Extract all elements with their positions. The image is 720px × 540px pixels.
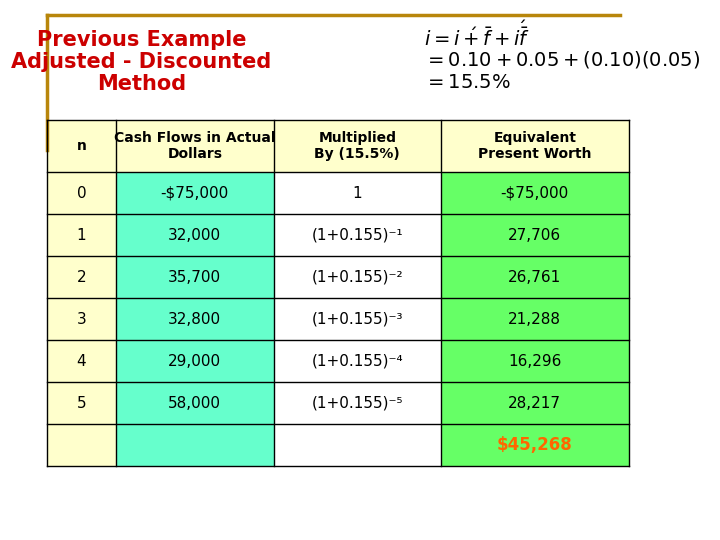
FancyBboxPatch shape: [441, 298, 629, 340]
FancyBboxPatch shape: [441, 120, 629, 172]
Text: 4: 4: [77, 354, 86, 368]
FancyBboxPatch shape: [274, 214, 441, 256]
Text: 21,288: 21,288: [508, 312, 562, 327]
FancyBboxPatch shape: [48, 298, 116, 340]
FancyBboxPatch shape: [116, 382, 274, 424]
Text: n: n: [76, 139, 86, 153]
FancyBboxPatch shape: [441, 256, 629, 298]
FancyBboxPatch shape: [274, 298, 441, 340]
FancyBboxPatch shape: [441, 340, 629, 382]
Text: Equivalent
Present Worth: Equivalent Present Worth: [478, 131, 592, 161]
Text: 5: 5: [77, 395, 86, 410]
Text: -$75,000: -$75,000: [161, 186, 229, 200]
FancyBboxPatch shape: [116, 172, 274, 214]
Text: 35,700: 35,700: [168, 269, 221, 285]
FancyBboxPatch shape: [274, 256, 441, 298]
Text: Method: Method: [96, 74, 186, 94]
FancyBboxPatch shape: [116, 340, 274, 382]
Text: 32,000: 32,000: [168, 227, 221, 242]
Text: Multiplied
By (15.5%): Multiplied By (15.5%): [315, 131, 400, 161]
Text: 58,000: 58,000: [168, 395, 221, 410]
FancyBboxPatch shape: [48, 214, 116, 256]
Text: 27,706: 27,706: [508, 227, 562, 242]
Text: (1+0.155)⁻⁴: (1+0.155)⁻⁴: [312, 354, 403, 368]
FancyBboxPatch shape: [48, 120, 116, 172]
Text: 16,296: 16,296: [508, 354, 562, 368]
Text: 1: 1: [77, 227, 86, 242]
Text: 29,000: 29,000: [168, 354, 221, 368]
FancyBboxPatch shape: [441, 214, 629, 256]
FancyBboxPatch shape: [441, 172, 629, 214]
FancyBboxPatch shape: [116, 424, 274, 466]
Text: 32,800: 32,800: [168, 312, 221, 327]
FancyBboxPatch shape: [116, 256, 274, 298]
Text: 26,761: 26,761: [508, 269, 562, 285]
Text: $45,268: $45,268: [497, 436, 572, 454]
FancyBboxPatch shape: [274, 172, 441, 214]
FancyBboxPatch shape: [48, 256, 116, 298]
FancyBboxPatch shape: [274, 120, 441, 172]
FancyBboxPatch shape: [48, 172, 116, 214]
FancyBboxPatch shape: [274, 340, 441, 382]
Text: Previous Example: Previous Example: [37, 30, 246, 50]
Text: (1+0.155)⁻¹: (1+0.155)⁻¹: [312, 227, 403, 242]
Text: $= 0.10 + 0.05 + (0.10)(0.05)$: $= 0.10 + 0.05 + (0.10)(0.05)$: [423, 50, 700, 71]
FancyBboxPatch shape: [116, 120, 274, 172]
FancyBboxPatch shape: [116, 214, 274, 256]
FancyBboxPatch shape: [48, 340, 116, 382]
Text: Cash Flows in Actual
Dollars: Cash Flows in Actual Dollars: [114, 131, 276, 161]
Text: $i = i\' + \bar{f} + i\' \bar{f}$: $i = i\' + \bar{f} + i\' \bar{f}$: [423, 20, 530, 50]
Text: (1+0.155)⁻⁵: (1+0.155)⁻⁵: [312, 395, 403, 410]
FancyBboxPatch shape: [116, 298, 274, 340]
FancyBboxPatch shape: [48, 382, 116, 424]
FancyBboxPatch shape: [48, 424, 116, 466]
Text: 0: 0: [77, 186, 86, 200]
FancyBboxPatch shape: [441, 424, 629, 466]
Text: 28,217: 28,217: [508, 395, 562, 410]
Text: Adjusted - Discounted: Adjusted - Discounted: [12, 52, 271, 72]
Text: 1: 1: [353, 186, 362, 200]
FancyBboxPatch shape: [274, 424, 441, 466]
Text: 3: 3: [76, 312, 86, 327]
Text: $= 15.5\%$: $= 15.5\%$: [423, 73, 510, 92]
Text: 2: 2: [77, 269, 86, 285]
Text: (1+0.155)⁻²: (1+0.155)⁻²: [312, 269, 403, 285]
Text: -$75,000: -$75,000: [500, 186, 569, 200]
Text: (1+0.155)⁻³: (1+0.155)⁻³: [312, 312, 403, 327]
FancyBboxPatch shape: [274, 382, 441, 424]
FancyBboxPatch shape: [441, 382, 629, 424]
